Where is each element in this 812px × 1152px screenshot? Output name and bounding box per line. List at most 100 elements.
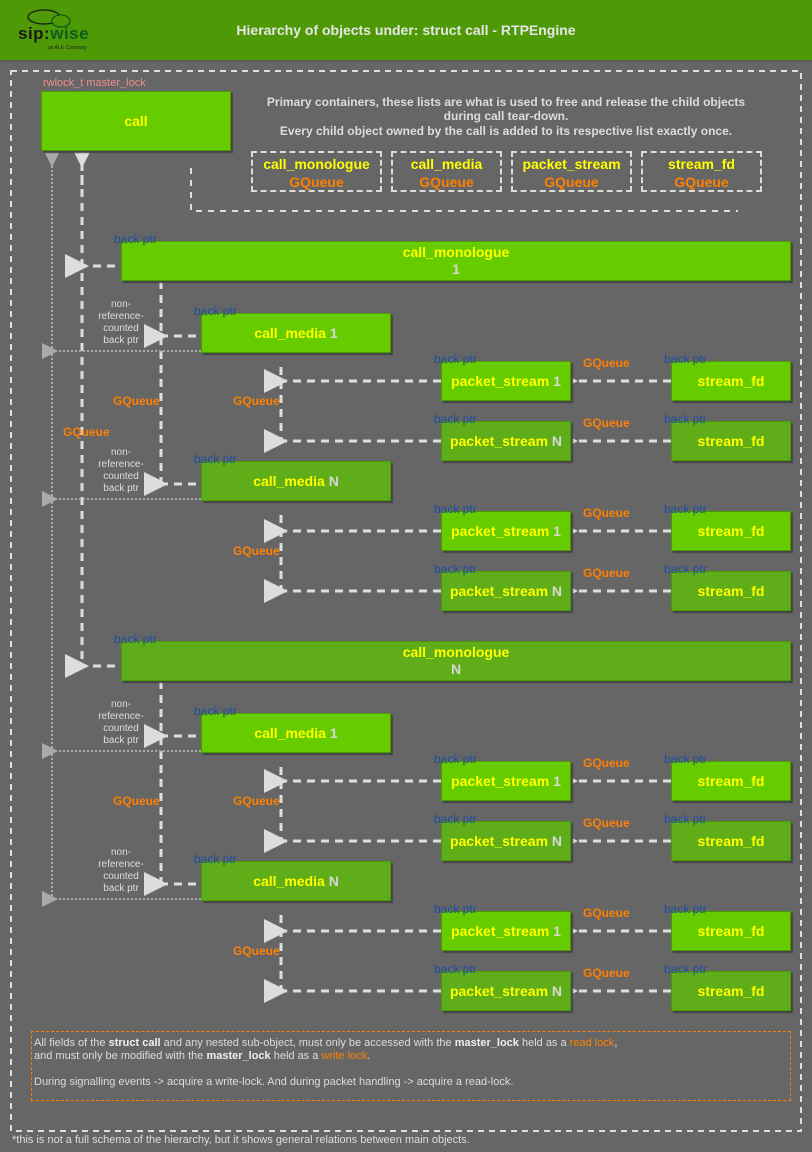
- object-name: stream_fd: [697, 832, 765, 849]
- call-media-box-label: call_media 1: [254, 325, 337, 342]
- packet-stream-box[interactable]: packet_stream N: [441, 971, 571, 1011]
- logo-text-accent: wise: [50, 24, 90, 43]
- packet-stream-box[interactable]: packet_stream 1: [441, 761, 571, 801]
- sipwise-logo: sip:wise an ALE Company: [18, 8, 90, 54]
- call-media-box-label: call_media N: [253, 473, 339, 490]
- master-lock-label: rwlock_t master_lock: [43, 77, 146, 89]
- gqueue-label: GQueue: [583, 416, 630, 430]
- packet-stream-box-label: packet_stream N: [450, 433, 562, 450]
- object-name: packet_stream: [449, 982, 549, 999]
- object-index: N: [450, 661, 462, 677]
- packet-stream-box[interactable]: packet_stream N: [441, 571, 571, 611]
- queue-stream-fd[interactable]: stream_fd GQueue: [641, 151, 762, 192]
- object-index: 1: [553, 372, 561, 389]
- stream-fd-box[interactable]: stream_fd: [671, 761, 791, 801]
- queue-name: packet_stream: [522, 156, 621, 172]
- packet-stream-box-label: packet_stream 1: [451, 773, 561, 790]
- stream-fd-box-label: stream_fd: [698, 433, 765, 450]
- object-name: stream_fd: [697, 372, 765, 389]
- stream-fd-box[interactable]: stream_fd: [671, 911, 791, 951]
- object-index: N: [551, 982, 563, 999]
- label-line: reference-: [98, 859, 144, 870]
- back-ptr-label: back ptr: [434, 562, 477, 576]
- footnote: *this is not a full schema of the hierar…: [12, 1134, 470, 1146]
- stream-fd-box[interactable]: stream_fd: [671, 571, 791, 611]
- logo-subtitle: an ALE Company: [48, 45, 87, 51]
- queue-call-monologue[interactable]: call_monologue GQueue: [251, 151, 382, 192]
- object-name: stream_fd: [697, 922, 765, 939]
- queue-type: GQueue: [674, 174, 729, 190]
- back-ptr-label: back ptr: [664, 902, 707, 916]
- call-box[interactable]: call: [41, 91, 231, 151]
- stream-fd-box-label: stream_fd: [698, 983, 765, 1000]
- object-name: stream_fd: [697, 582, 765, 599]
- call-monologue-box[interactable]: call_monologue N: [121, 641, 791, 681]
- non-ref-counted-label: non-reference-counted back ptr: [86, 447, 156, 495]
- object-name: packet_stream: [449, 432, 549, 449]
- stream-fd-box-label: stream_fd: [698, 923, 765, 940]
- primary-note-line: Primary containers, these lists are what…: [266, 95, 746, 109]
- call-monologue-box[interactable]: call_monologue 1: [121, 241, 791, 281]
- stream-fd-box[interactable]: stream_fd: [671, 421, 791, 461]
- back-ptr-label: back ptr: [434, 962, 477, 976]
- object-index: N: [328, 472, 339, 489]
- stream-fd-box[interactable]: stream_fd: [671, 361, 791, 401]
- label-line: reference-: [98, 711, 144, 722]
- back-ptr-label: back ptr: [434, 812, 477, 826]
- back-ptr-label: back ptr: [194, 452, 237, 466]
- object-name: packet_stream: [449, 582, 549, 599]
- stream-fd-box[interactable]: stream_fd: [671, 971, 791, 1011]
- object-name: stream_fd: [697, 522, 765, 539]
- gqueue-label: GQueue: [583, 356, 630, 370]
- stream-fd-box[interactable]: stream_fd: [671, 511, 791, 551]
- queue-call-media[interactable]: call_media GQueue: [391, 151, 502, 192]
- call-media-box[interactable]: call_media N: [201, 461, 391, 501]
- back-ptr-label: back ptr: [194, 304, 237, 318]
- label-line: counted: [103, 323, 139, 334]
- packet-stream-box[interactable]: packet_stream N: [441, 421, 571, 461]
- gqueue-label: GQueue: [583, 906, 630, 920]
- label-line: counted: [103, 723, 139, 734]
- label-line: back ptr: [103, 335, 139, 346]
- queue-type: GQueue: [544, 174, 599, 190]
- queue-name: call_monologue: [263, 156, 370, 172]
- call-media-box[interactable]: call_media N: [201, 861, 391, 901]
- packet-stream-box-label: packet_stream 1: [451, 373, 561, 390]
- packet-stream-box[interactable]: packet_stream 1: [441, 511, 571, 551]
- object-name: packet_stream: [449, 832, 549, 849]
- packet-stream-box[interactable]: packet_stream 1: [441, 361, 571, 401]
- gqueue-label: GQueue: [583, 966, 630, 980]
- note-line-3: During signalling events -> acquire a wr…: [34, 1076, 514, 1088]
- stream-fd-box-label: stream_fd: [698, 773, 765, 790]
- label-line: back ptr: [103, 483, 139, 494]
- object-index: N: [328, 872, 339, 889]
- page-title: Hierarchy of objects under: struct call …: [236, 22, 576, 38]
- object-name: packet_stream: [451, 922, 550, 939]
- queue-type: GQueue: [419, 174, 474, 190]
- back-ptr-label: back ptr: [664, 562, 707, 576]
- back-ptr-label: back ptr: [664, 962, 707, 976]
- packet-stream-box[interactable]: packet_stream N: [441, 821, 571, 861]
- back-ptr-label: back ptr: [664, 502, 707, 516]
- label-line: counted: [103, 871, 139, 882]
- gqueue-label: GQueue: [583, 566, 630, 580]
- call-media-box[interactable]: call_media 1: [201, 713, 391, 753]
- stream-fd-box[interactable]: stream_fd: [671, 821, 791, 861]
- gqueue-label: GQueue: [63, 425, 110, 439]
- object-name: stream_fd: [697, 982, 765, 999]
- note-line-2: and must only be modified with the maste…: [34, 1050, 371, 1062]
- non-ref-counted-label: non-reference-counted back ptr: [86, 847, 156, 895]
- container-link: [190, 168, 738, 212]
- object-name: packet_stream: [451, 522, 550, 539]
- packet-stream-box-label: packet_stream N: [450, 833, 562, 850]
- stream-fd-box-label: stream_fd: [698, 833, 765, 850]
- label-line: non-: [110, 299, 131, 310]
- label-line: back ptr: [103, 883, 139, 894]
- packet-stream-box-label: packet_stream N: [450, 983, 562, 1000]
- packet-stream-box[interactable]: packet_stream 1: [441, 911, 571, 951]
- back-ptr-label: back ptr: [664, 752, 707, 766]
- stream-fd-box-label: stream_fd: [698, 583, 765, 600]
- queue-packet-stream[interactable]: packet_stream GQueue: [511, 151, 632, 192]
- call-media-box[interactable]: call_media 1: [201, 313, 391, 353]
